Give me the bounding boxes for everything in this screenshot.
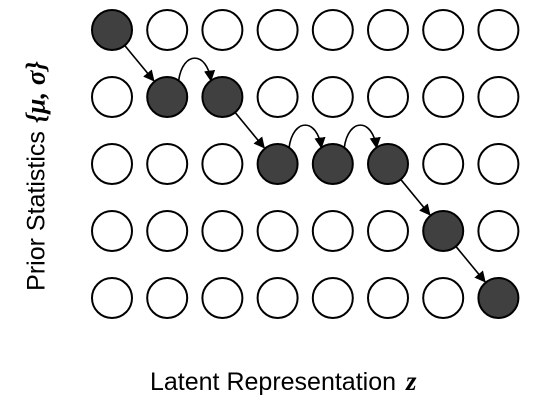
empty-node xyxy=(258,211,298,251)
empty-node xyxy=(147,211,187,251)
filled-node xyxy=(258,144,298,184)
empty-node xyxy=(258,10,298,50)
filled-node xyxy=(478,278,518,318)
y-axis-symbol: {μ, σ} xyxy=(21,61,51,123)
empty-node xyxy=(478,211,518,251)
empty-node xyxy=(92,144,132,184)
arc-arrow xyxy=(344,125,376,148)
empty-node xyxy=(258,77,298,117)
empty-node xyxy=(202,278,242,318)
filled-node xyxy=(202,77,242,117)
x-axis-label-text: Latent Representation xyxy=(150,368,396,396)
empty-node xyxy=(202,211,242,251)
empty-node xyxy=(478,10,518,50)
diagonal-arrow xyxy=(456,246,485,281)
filled-node xyxy=(423,211,463,251)
nodes-layer xyxy=(92,10,518,318)
empty-node xyxy=(147,278,187,318)
x-axis-symbol: z xyxy=(406,366,417,396)
empty-node xyxy=(423,144,463,184)
empty-node xyxy=(423,278,463,318)
diagonal-arrow xyxy=(401,179,430,214)
y-axis-label: Prior Statistics {μ, σ} xyxy=(21,61,52,291)
empty-node xyxy=(92,211,132,251)
empty-node xyxy=(92,77,132,117)
empty-node xyxy=(478,144,518,184)
empty-node xyxy=(202,10,242,50)
empty-node xyxy=(423,77,463,117)
arc-arrow xyxy=(179,58,211,81)
empty-node xyxy=(313,278,353,318)
filled-node xyxy=(368,144,408,184)
empty-node xyxy=(313,77,353,117)
filled-node xyxy=(313,144,353,184)
empty-node xyxy=(147,10,187,50)
empty-node xyxy=(368,211,408,251)
empty-node xyxy=(147,144,187,184)
empty-node xyxy=(423,10,463,50)
empty-node xyxy=(202,144,242,184)
empty-node xyxy=(368,10,408,50)
empty-node xyxy=(92,278,132,318)
filled-node xyxy=(147,77,187,117)
empty-node xyxy=(478,77,518,117)
empty-node xyxy=(313,211,353,251)
empty-node xyxy=(368,77,408,117)
empty-node xyxy=(258,278,298,318)
arc-arrow xyxy=(289,125,321,148)
filled-node xyxy=(92,10,132,50)
empty-node xyxy=(368,278,408,318)
x-axis-label: Latent Representation z xyxy=(150,366,417,397)
diagonal-arrow xyxy=(125,45,154,80)
empty-node xyxy=(313,10,353,50)
y-axis-label-text: Prior Statistics xyxy=(23,131,51,291)
diagonal-arrow xyxy=(235,112,264,147)
